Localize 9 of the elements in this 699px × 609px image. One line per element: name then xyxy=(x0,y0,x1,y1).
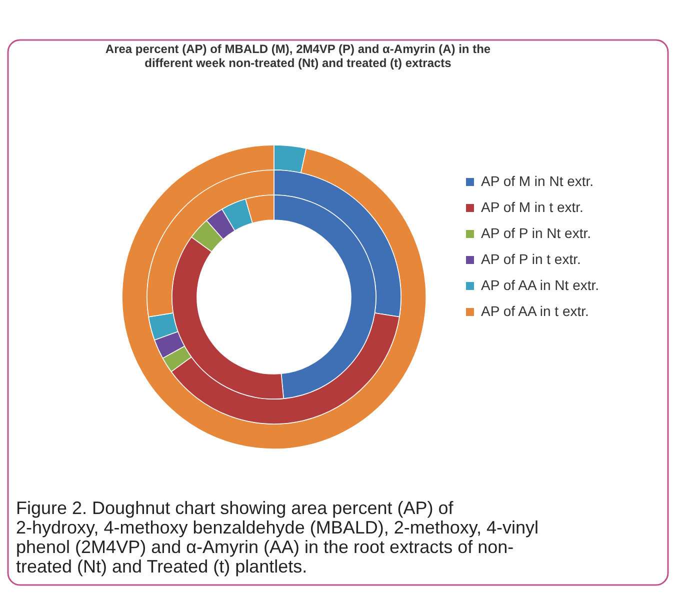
legend-label: AP of P in Nt extr. xyxy=(481,225,591,241)
caption: Figure 2. Doughnut chart showing area percent (AP) of 2-hydroxy, 4-methoxy benzaldehyde (MBALD), 2-methoxy, 4-vinyl phenol (2M4VP) and α-Amyrin (AA) in the root extracts of non-treated (Nt) and Treated (t) plantlets. xyxy=(16,498,539,576)
text: Area percent (AP) of MBALD (M), 2M4VP (P) and α-Amyrin (A) in the xyxy=(105,42,491,56)
legend-label: AP of AA in t extr. xyxy=(481,303,589,319)
legend-label: AP of P in t extr. xyxy=(481,251,581,267)
text: different week non-treated (Nt) and treated (t) extracts xyxy=(144,56,452,70)
legend-label: AP of M in Nt extr. xyxy=(481,173,594,189)
legend-label: AP of M in t extr. xyxy=(481,199,584,215)
legend-label: AP of AA in Nt extr. xyxy=(481,277,600,293)
